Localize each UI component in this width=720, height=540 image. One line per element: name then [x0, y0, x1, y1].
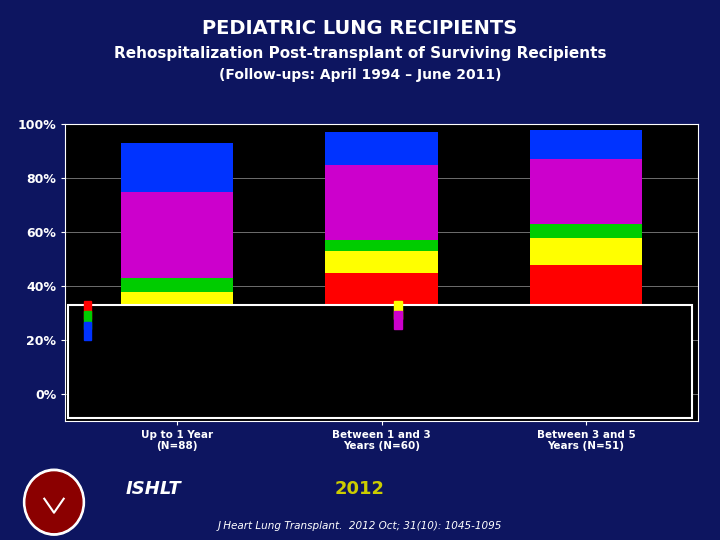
Text: ISHLT: ISHLT: [126, 480, 181, 498]
Bar: [84, 301, 91, 319]
Bar: [325, 394, 438, 402]
Bar: [325, 240, 438, 251]
Bar: [530, 238, 642, 265]
Bar: [325, 273, 438, 394]
Text: (Follow-ups: April 1994 – June 2011): (Follow-ups: April 1994 – June 2011): [219, 68, 501, 82]
Bar: [530, 265, 642, 394]
FancyBboxPatch shape: [68, 306, 692, 418]
Bar: [121, 143, 233, 192]
Bar: [84, 322, 91, 340]
Bar: [121, 292, 233, 313]
Bar: [530, 394, 642, 400]
Text: 2012: 2012: [335, 480, 385, 498]
Bar: [325, 165, 438, 240]
Bar: [121, 192, 233, 278]
Bar: [121, 313, 233, 394]
Bar: [84, 311, 91, 329]
Text: PEDIATRIC LUNG RECIPIENTS: PEDIATRIC LUNG RECIPIENTS: [202, 19, 518, 38]
Bar: [395, 311, 402, 329]
Bar: [121, 394, 233, 413]
Bar: [325, 132, 438, 165]
Bar: [121, 278, 233, 292]
Text: Rehospitalization Post-transplant of Surviving Recipients: Rehospitalization Post-transplant of Sur…: [114, 46, 606, 61]
Bar: [530, 130, 642, 159]
Bar: [530, 159, 642, 224]
Circle shape: [26, 472, 82, 532]
Circle shape: [24, 469, 84, 535]
Bar: [325, 251, 438, 273]
Bar: [530, 224, 642, 238]
Bar: [395, 301, 402, 319]
Text: J Heart Lung Transplant.  2012 Oct; 31(10): 1045-1095: J Heart Lung Transplant. 2012 Oct; 31(10…: [218, 521, 502, 531]
